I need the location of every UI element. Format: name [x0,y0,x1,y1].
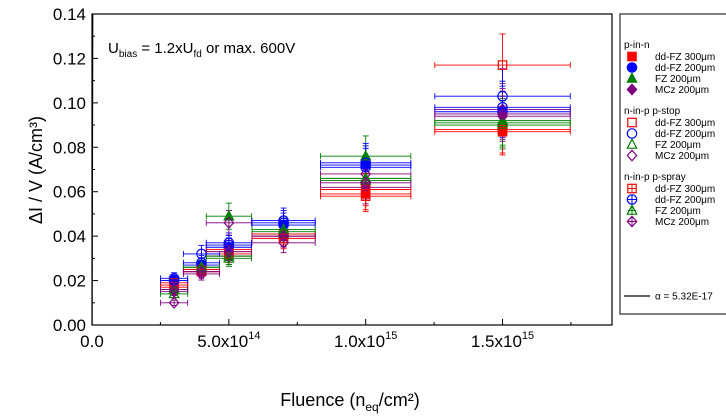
legend-marker [626,62,638,73]
legend-entry: MCz 200μm [626,149,709,162]
y-axis-title: ΔI / V (A/cm³) [26,116,46,224]
legend-label: FZ 200μm [655,74,701,85]
data-point [497,60,508,70]
legend-label: dd-FZ 200μm [655,63,715,74]
x-tick-label: 0.0 [80,332,104,351]
data-point [223,251,235,263]
legend-entry: FZ 200μm [626,138,701,151]
legend-marker [626,138,638,149]
legend-entry: FZ 200μm [626,72,701,85]
legend-group-title: n-in-p p-stop [624,106,681,117]
legend-label: FZ 200μm [655,140,701,151]
legend-label: MCz 200μm [655,151,709,162]
data-point [497,107,509,121]
legend-marker [626,72,638,83]
y-tick-label: 0.02 [53,272,86,291]
legend-label: dd-FZ 300μm [655,184,715,195]
data-point [497,90,508,102]
legend-fit-label: α = 5.32E-17 [655,292,713,303]
bias-annotation: Ubias = 1.2xUfd or max. 600V [108,40,295,60]
legend-entry: dd-FZ 300μm [627,117,715,129]
legend-label: MCz 200μm [655,85,709,96]
x-tick-label: 5.0x1014 [197,330,260,351]
y-tick-label: 0.06 [53,183,86,202]
legend-entry: FZ 200μm [626,204,701,217]
y-tick-label: 0.00 [53,316,86,335]
legend-label: dd-FZ 300μm [655,118,715,129]
y-tick-label: 0.14 [53,5,86,24]
x-axis-title: Fluence (neq/cm²) [280,390,419,414]
y-tick-label: 0.12 [53,49,86,68]
legend-group-title: p-in-n [624,40,650,51]
legend-label: dd-FZ 200μm [655,129,715,140]
data-point [360,176,372,189]
legend-marker [627,51,637,62]
legend-label: dd-FZ 300μm [655,52,715,63]
data-point [223,216,235,229]
legend-marker [626,83,638,96]
data-point [168,283,180,296]
legend-label: MCz 200μm [655,217,709,228]
legend-box [619,13,726,315]
data-point [359,149,372,161]
legend-entry: dd-FZ 300μm [627,183,715,195]
x-tick-label: 1.0x1015 [334,330,397,351]
legend-entry: MCz 200μm [626,83,709,96]
y-tick-label: 0.04 [53,227,86,246]
data-point [195,265,207,278]
legend-entry: MCz 200μm [626,215,709,228]
data-point [278,230,290,243]
y-tick-label: 0.08 [53,138,86,157]
legend-marker [626,215,638,228]
data-point [223,209,235,221]
legend-group-title: n-in-p p-spray [624,172,686,183]
data-point [223,245,235,258]
legend-entry: dd-FZ 300μm [627,51,715,63]
data-point [168,296,180,309]
legend-marker [627,117,637,128]
legend-label: dd-FZ 200μm [655,195,715,206]
y-tick-label: 0.10 [53,94,86,113]
x-tick-label: 1.5x1015 [471,330,534,351]
legend-marker [626,149,638,162]
legend-label: FZ 200μm [655,206,701,217]
data-point [278,236,290,249]
